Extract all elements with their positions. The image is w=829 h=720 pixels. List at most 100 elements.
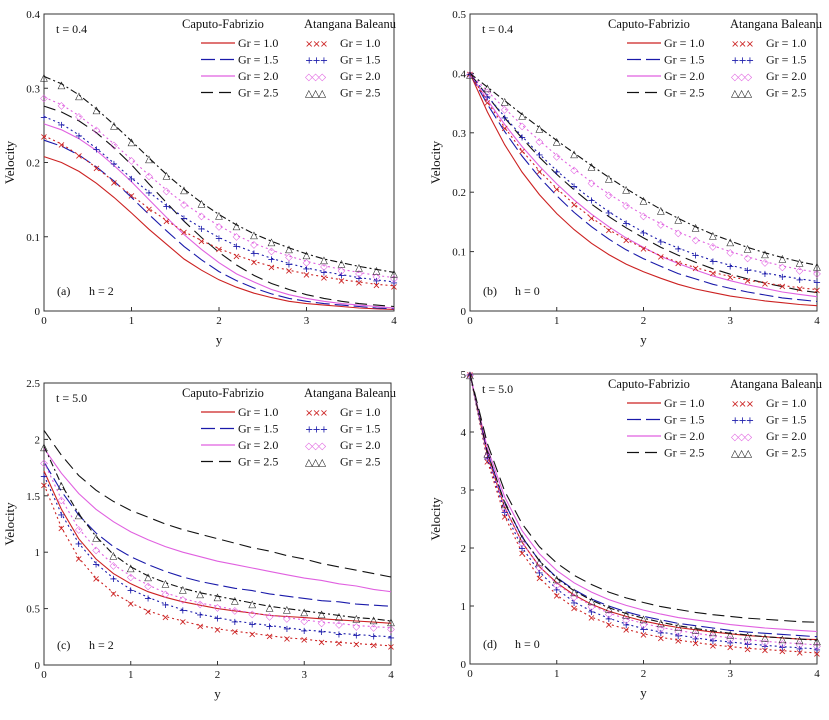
legend-cf-label: Gr = 2.5 — [664, 446, 704, 460]
ab-marker: × — [110, 178, 118, 189]
y-tick-label: 0.1 — [26, 232, 40, 244]
ab-marker: ◇ — [692, 629, 700, 640]
ab-marker: △ — [300, 607, 308, 618]
legend-cf-label: Gr = 1.5 — [664, 53, 704, 67]
ab-marker: △ — [128, 137, 136, 148]
ab-marker: × — [302, 270, 310, 281]
y-tick-label: 0.4 — [26, 9, 40, 21]
ab-series-line-1 — [469, 73, 818, 291]
ab-marker: + — [145, 188, 153, 199]
legend-ab-marker: ××× — [731, 399, 754, 410]
ab-marker: ◇ — [709, 242, 717, 253]
y-tick-label: 1.5 — [26, 491, 40, 503]
x-tick-label: 0 — [41, 669, 47, 681]
ab-marker: × — [57, 523, 65, 534]
legend-ab-label: Gr = 2.0 — [340, 69, 380, 83]
ab-marker: + — [795, 644, 803, 655]
ab-marker: + — [127, 174, 135, 185]
ab-series-line-2 — [43, 475, 392, 638]
ab-series-line-2 — [43, 115, 395, 283]
ab-marker: △ — [674, 622, 682, 633]
ab-marker: + — [691, 251, 699, 262]
legend-ab-label: Gr = 1.0 — [340, 36, 380, 50]
ab-marker: + — [110, 159, 118, 170]
x-tick-label: 1 — [129, 315, 135, 327]
ab-marker: + — [813, 645, 821, 656]
x-tick-label: 1 — [554, 668, 560, 680]
ab-marker: + — [109, 574, 117, 585]
ab-marker: △ — [570, 149, 578, 160]
ab-marker: ◇ — [215, 222, 223, 233]
ab-marker: △ — [338, 259, 346, 270]
panel-label: (c) — [57, 638, 70, 652]
ab-marker: ◇ — [796, 640, 804, 651]
ab-marker: ◇ — [709, 632, 717, 643]
ab-marker: ◇ — [233, 231, 241, 242]
y-tick-label: 0 — [461, 659, 467, 671]
ab-marker: △ — [335, 611, 343, 622]
ab-marker: ◇ — [145, 171, 153, 182]
ab-marker: + — [387, 633, 395, 644]
ab-marker: ◇ — [674, 228, 682, 239]
x-tick-label: 4 — [814, 668, 820, 680]
ab-marker: ◇ — [75, 525, 83, 536]
legend-ab-label: Gr = 1.0 — [766, 36, 806, 50]
ab-marker: + — [743, 265, 751, 276]
ab-marker: + — [639, 228, 647, 239]
legend-ab-marker: ◇◇◇ — [305, 72, 326, 83]
legend-ab-label: Gr = 2.5 — [340, 86, 380, 100]
legend-ab-marker: +++ — [731, 56, 754, 67]
ab-marker: + — [587, 607, 595, 618]
ab-marker: ◇ — [483, 451, 491, 462]
ab-marker: × — [57, 140, 65, 151]
legend-cf-label: Gr = 1.0 — [664, 396, 704, 410]
legend-cf-title: Caputo-Fabrizio — [608, 377, 690, 391]
legend-ab-title: Atangana Baleanu — [304, 386, 397, 400]
ab-marker: × — [726, 643, 734, 654]
ab-marker: + — [657, 628, 665, 639]
ab-marker: + — [40, 112, 48, 123]
ab-marker: × — [335, 638, 343, 649]
ab-marker: + — [570, 598, 578, 609]
y-tick-label: 0.2 — [26, 158, 40, 170]
ab-marker: △ — [640, 614, 648, 625]
x-tick-label: 4 — [814, 315, 820, 327]
cf-series-line-3 — [43, 448, 392, 593]
cf-series-line-2 — [469, 73, 818, 303]
cf-series-line-3 — [43, 123, 395, 309]
ab-marker: △ — [605, 173, 613, 184]
ab-marker: △ — [483, 83, 491, 94]
ab-marker: + — [657, 237, 665, 248]
ab-marker: △ — [370, 615, 378, 626]
ab-marker: ◇ — [231, 606, 239, 617]
ab-marker: △ — [761, 633, 769, 644]
legend-cf-label: Gr = 2.5 — [238, 86, 278, 100]
ab-series-line-4 — [469, 373, 818, 641]
ab-marker: + — [795, 275, 803, 286]
y-tick-label: 2 — [461, 543, 467, 555]
ab-marker: ◇ — [657, 220, 665, 231]
y-tick-label: 5 — [461, 369, 467, 381]
ab-marker: ◇ — [163, 186, 171, 197]
ab-marker: × — [145, 205, 153, 216]
cf-series-line-1 — [469, 373, 818, 641]
ab-marker: × — [109, 589, 117, 600]
ab-marker: + — [674, 631, 682, 642]
ab-marker: × — [215, 245, 223, 256]
x-tick-label: 0 — [467, 315, 473, 327]
ab-marker: × — [285, 266, 293, 277]
legend-ab-label: Gr = 1.5 — [340, 53, 380, 67]
ab-marker: + — [553, 167, 561, 178]
ab-marker: + — [215, 233, 223, 244]
ab-marker: × — [196, 622, 204, 633]
ab-marker: + — [709, 257, 717, 268]
ab-marker: × — [127, 599, 135, 610]
legend-ab-marker: ××× — [731, 39, 754, 50]
ab-marker: + — [639, 625, 647, 636]
legend-cf-label: Gr = 2.0 — [238, 69, 278, 83]
ab-marker: △ — [248, 599, 256, 610]
ab-marker: ◇ — [162, 589, 170, 600]
legend-ab-label: Gr = 2.0 — [766, 69, 806, 83]
legend-cf-label: Gr = 1.0 — [238, 36, 278, 50]
ab-marker: + — [622, 620, 630, 631]
